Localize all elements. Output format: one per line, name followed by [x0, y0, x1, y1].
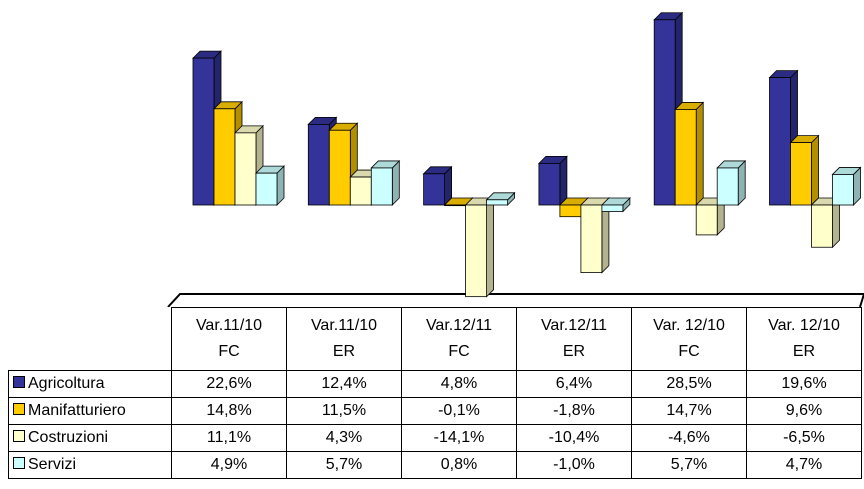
- data-row: Agricoltura 22,6% 12,4% 4,8% 6,4% 28,5% 19,6%: [8, 370, 862, 398]
- value-cell: 6,4%: [516, 370, 632, 398]
- value-cell: 22,6%: [171, 370, 287, 398]
- column-header: Var.12/11 ER: [516, 307, 632, 371]
- bar: [580, 204, 603, 273]
- bar: [192, 57, 215, 206]
- legend-swatch: [13, 376, 25, 388]
- bar: [716, 167, 739, 206]
- value-cell: 5,7%: [286, 451, 402, 479]
- bar: [695, 204, 718, 236]
- bar: [790, 142, 812, 206]
- row-label: Agricoltura: [8, 370, 172, 398]
- value-cell: -0,1%: [401, 397, 517, 425]
- value-cell: 11,5%: [286, 397, 402, 425]
- value-cell: 28,5%: [631, 370, 747, 398]
- value-cell: 9,6%: [746, 397, 862, 425]
- bar: [769, 77, 791, 206]
- data-row: Servizi 4,9% 5,7% 0,8% -1,0% 5,7% 4,7%: [8, 451, 862, 479]
- corner: [8, 307, 172, 371]
- bar: [832, 174, 854, 206]
- value-cell: 19,6%: [746, 370, 862, 398]
- row-label: Servizi: [8, 451, 172, 479]
- value-cell: 5,7%: [631, 451, 747, 479]
- row-label: Costruzioni: [8, 424, 172, 452]
- legend-swatch: [13, 403, 25, 415]
- bar: [559, 204, 582, 218]
- data-table: Var.11/10 FC Var.11/10 ER Var.12/11 FC Var.…: [8, 307, 862, 479]
- bar: [601, 204, 624, 212]
- bar: [674, 109, 697, 206]
- value-cell: 11,1%: [171, 424, 287, 452]
- column-header: Var. 12/10 ER: [746, 307, 862, 371]
- bar-side: [737, 159, 746, 206]
- value-cell: 4,9%: [171, 451, 287, 479]
- value-cell: -4,6%: [631, 424, 747, 452]
- value-cell: -1,8%: [516, 397, 632, 425]
- bar: [255, 172, 278, 206]
- legend-label: Manifatturiero: [28, 402, 126, 419]
- bar-side: [486, 197, 495, 298]
- bar: [213, 108, 236, 206]
- bar: [423, 173, 446, 206]
- value-cell: 12,4%: [286, 370, 402, 398]
- row-label: Manifatturiero: [8, 397, 172, 425]
- bar: [370, 167, 393, 206]
- value-cell: -10,4%: [516, 424, 632, 452]
- legend-label: Agricoltura: [28, 375, 105, 392]
- value-cell: 14,7%: [631, 397, 747, 425]
- legend-swatch: [13, 430, 25, 442]
- header-row: Var.11/10 FC Var.11/10 ER Var.12/11 FC Var.…: [8, 307, 862, 371]
- bar: [234, 132, 257, 206]
- column-header: Var. 12/10 FC: [631, 307, 747, 371]
- value-cell: 0,8%: [401, 451, 517, 479]
- bar-side: [391, 159, 400, 206]
- column-header: Var.12/11 FC: [401, 307, 517, 371]
- bar: [465, 204, 488, 298]
- value-cell: -14,1%: [401, 424, 517, 452]
- value-cell: 4,3%: [286, 424, 402, 452]
- value-cell: 4,7%: [746, 451, 862, 479]
- bar: [811, 204, 833, 248]
- bar: [328, 129, 351, 206]
- value-cell: 4,8%: [401, 370, 517, 398]
- value-cell: -1,0%: [516, 451, 632, 479]
- bar: [653, 19, 676, 206]
- value-cell: 14,8%: [171, 397, 287, 425]
- bar-side: [695, 101, 704, 206]
- data-row: Manifatturiero 14,8% 11,5% -0,1% -1,8% 14,7% 9…: [8, 397, 862, 425]
- bar: [307, 124, 330, 206]
- legend-label: Costruzioni: [28, 429, 109, 446]
- bar: [444, 204, 467, 207]
- legend-label: Servizi: [28, 456, 77, 473]
- bar-side: [811, 134, 819, 206]
- bar: [486, 199, 509, 206]
- floor: [167, 293, 864, 307]
- column-header: Var.11/10 FC: [171, 307, 287, 371]
- data-row: Costruzioni 11,1% 4,3% -14,1% -10,4% -4,6% -6,…: [8, 424, 862, 452]
- chart: [167, 11, 864, 307]
- legend-swatch: [13, 457, 25, 469]
- bar: [349, 176, 372, 206]
- value-cell: -6,5%: [746, 424, 862, 452]
- bar-side: [559, 155, 568, 206]
- bar: [538, 162, 561, 206]
- table-body: Var.11/10 FC Var.11/10 ER Var.12/11 FC Var.…: [8, 307, 862, 479]
- column-header: Var.11/10 ER: [286, 307, 402, 371]
